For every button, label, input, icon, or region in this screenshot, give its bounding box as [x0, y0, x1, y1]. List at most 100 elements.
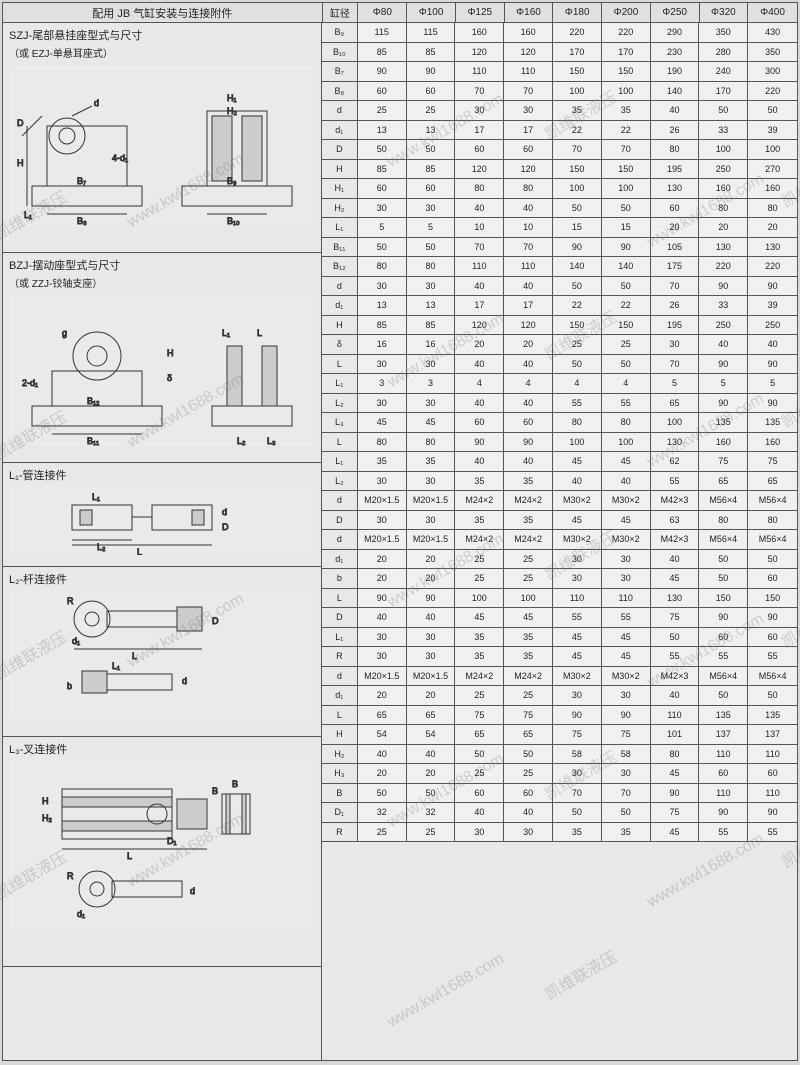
header-diameter: Φ160: [505, 3, 554, 23]
value-cell: 75: [553, 725, 602, 745]
value-cell: 60: [407, 82, 456, 102]
value-cell: 50: [699, 686, 748, 706]
svg-text:L₁: L₁: [112, 661, 120, 671]
value-cell: 5: [407, 218, 456, 238]
value-cell: 150: [602, 62, 651, 82]
symbol-cell: L₃: [322, 413, 358, 433]
page-container: 配用 JB 气缸安装与连接附件 缸径 Φ80Φ100Φ125Φ160Φ180Φ2…: [2, 2, 798, 1061]
svg-text:H₁: H₁: [227, 93, 237, 103]
value-cell: 50: [602, 199, 651, 219]
value-cell: 160: [748, 179, 797, 199]
symbol-cell: D: [322, 511, 358, 531]
value-cell: 55: [748, 647, 797, 667]
value-cell: 5: [699, 374, 748, 394]
value-cell: 30: [358, 647, 407, 667]
value-cell: 40: [651, 550, 700, 570]
value-cell: 160: [699, 433, 748, 453]
value-cell: 60: [651, 199, 700, 219]
value-cell: 150: [748, 589, 797, 609]
value-cell: 25: [358, 101, 407, 121]
value-cell: 45: [455, 608, 504, 628]
svg-text:d₁: d₁: [72, 636, 80, 646]
value-cell: M56×4: [699, 530, 748, 550]
value-cell: 40: [699, 335, 748, 355]
value-cell: 60: [748, 569, 797, 589]
data-row: L9090100100110110130150150: [322, 589, 797, 609]
value-cell: 90: [748, 608, 797, 628]
value-cell: M56×4: [748, 530, 797, 550]
value-cell: 85: [407, 43, 456, 63]
data-row: B50506060707090110110: [322, 784, 797, 804]
value-cell: 25: [455, 550, 504, 570]
value-cell: 17: [504, 296, 553, 316]
value-cell: 20: [455, 335, 504, 355]
value-cell: 195: [651, 160, 700, 180]
value-cell: 20: [407, 550, 456, 570]
value-cell: 115: [407, 23, 456, 43]
data-row: B₉115115160160220220290350430: [322, 23, 797, 43]
value-cell: 10: [504, 218, 553, 238]
value-cell: 32: [358, 803, 407, 823]
section-subtitle: （或 EZJ-单悬耳座式）: [9, 45, 315, 60]
value-cell: 45: [602, 647, 651, 667]
symbol-cell: d₁: [322, 686, 358, 706]
value-cell: 50: [748, 550, 797, 570]
svg-text:B₁₀: B₁₀: [227, 216, 240, 226]
data-row: L₂303035354040556565: [322, 472, 797, 492]
symbol-cell: d₁: [322, 296, 358, 316]
value-cell: 5: [748, 374, 797, 394]
value-cell: M20×1.5: [358, 491, 407, 511]
diagram: g 2-d₁δ H B₁₁ B₁₂ L₁L L₂L₃: [9, 296, 315, 446]
value-cell: 30: [407, 277, 456, 297]
value-cell: 90: [553, 706, 602, 726]
svg-text:H: H: [17, 158, 24, 168]
data-row: H8585120120150150195250250: [322, 316, 797, 336]
symbol-cell: d: [322, 530, 358, 550]
value-cell: 250: [699, 316, 748, 336]
svg-text:L₂: L₂: [237, 436, 246, 446]
value-cell: 55: [651, 647, 700, 667]
value-cell: 26: [651, 296, 700, 316]
value-cell: 40: [504, 277, 553, 297]
value-cell: 25: [455, 569, 504, 589]
value-cell: 250: [699, 160, 748, 180]
svg-text:L₂: L₂: [97, 542, 106, 552]
value-cell: 130: [651, 179, 700, 199]
value-cell: 58: [553, 745, 602, 765]
value-cell: M56×4: [748, 667, 797, 687]
value-cell: 50: [407, 238, 456, 258]
value-cell: 30: [602, 764, 651, 784]
section-title: BZJ-摆动座型式与尺寸: [9, 257, 315, 273]
value-cell: 50: [358, 140, 407, 160]
symbol-cell: R: [322, 823, 358, 843]
value-cell: 40: [504, 355, 553, 375]
svg-text:d: d: [222, 507, 227, 517]
value-cell: 40: [358, 608, 407, 628]
left-column: SZJ-尾部悬挂座型式与尺寸（或 EZJ-单悬耳座式） D d 4-d₁ H L…: [3, 23, 322, 1060]
svg-text:d: d: [94, 98, 99, 108]
value-cell: 40: [553, 472, 602, 492]
value-cell: 70: [504, 238, 553, 258]
value-cell: 85: [358, 316, 407, 336]
value-cell: 40: [748, 335, 797, 355]
value-cell: 80: [699, 199, 748, 219]
value-cell: 30: [407, 647, 456, 667]
symbol-cell: d: [322, 277, 358, 297]
value-cell: 3: [407, 374, 456, 394]
value-cell: 110: [699, 784, 748, 804]
value-cell: 120: [504, 43, 553, 63]
header-diameter: Φ250: [651, 3, 700, 23]
value-cell: M24×2: [504, 530, 553, 550]
symbol-cell: H: [322, 160, 358, 180]
section-title: L₂-杆连接件: [9, 571, 315, 587]
value-cell: 50: [358, 238, 407, 258]
value-cell: 110: [651, 706, 700, 726]
value-cell: 100: [748, 140, 797, 160]
value-cell: 45: [504, 608, 553, 628]
data-row: L₁303035354545506060: [322, 628, 797, 648]
value-cell: 100: [553, 433, 602, 453]
data-row: dM20×1.5M20×1.5M24×2M24×2M30×2M30×2M42×3…: [322, 530, 797, 550]
value-cell: M30×2: [602, 530, 651, 550]
value-cell: 45: [553, 452, 602, 472]
value-cell: 30: [553, 686, 602, 706]
